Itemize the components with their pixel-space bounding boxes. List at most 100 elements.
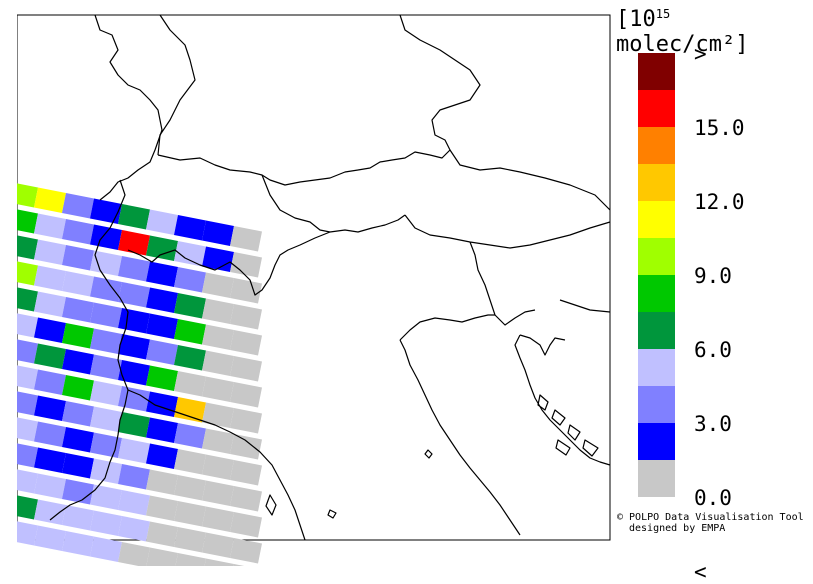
- swath-pixel: [146, 287, 178, 313]
- swath-pixel: [230, 434, 262, 460]
- swath-pixel: [174, 423, 206, 449]
- frame-margin: [0, 0, 17, 566]
- swath-pixel: [34, 239, 66, 265]
- swath-pixel: [174, 475, 206, 501]
- colorbar: [638, 53, 675, 497]
- swath-pixel: [146, 339, 178, 365]
- swath-pixel: [34, 525, 66, 551]
- swath-pixel: [146, 209, 178, 235]
- swath-pixel: [146, 313, 178, 339]
- swath-pixel: [230, 304, 262, 330]
- colorbar-swatch: [638, 423, 675, 460]
- swath-pixel: [175, 553, 206, 566]
- swath-pixel: [118, 542, 150, 566]
- swath-pixel: [90, 224, 122, 250]
- swath-pixel: [34, 213, 66, 239]
- swath-pixel: [202, 480, 234, 506]
- swath-pixel: [230, 330, 262, 356]
- swath-pixel: [146, 365, 178, 391]
- swath-pixel: [230, 382, 262, 408]
- swath-pixel: [90, 328, 122, 354]
- swath-pixel: [34, 317, 66, 343]
- swath-pixel: [118, 490, 150, 516]
- swath-pixel: [118, 438, 150, 464]
- swath-pixel: [202, 298, 234, 324]
- swath-pixel: [202, 220, 234, 246]
- swath-pixel: [90, 510, 122, 536]
- swath-pixel: [146, 443, 178, 469]
- swath-pixel: [62, 531, 94, 557]
- swath-pixel: [62, 297, 94, 323]
- swath-pixel: [34, 421, 66, 447]
- swath-pixel: [62, 219, 94, 245]
- swath-pixel: [204, 558, 234, 566]
- swath-pixel: [90, 458, 122, 484]
- swath-pixel: [202, 454, 234, 480]
- swath-pixel: [118, 360, 150, 386]
- swath-pixel: [202, 428, 234, 454]
- colorbar-tick-label: 6.0: [694, 338, 732, 362]
- swath-pixel: [62, 349, 94, 375]
- swath-pixel: [174, 397, 206, 423]
- swath-pixel: [62, 505, 94, 531]
- swath-pixel: [118, 230, 150, 256]
- swath-pixel: [118, 516, 150, 542]
- swath-pixel: [174, 501, 206, 527]
- swath-pixel: [62, 427, 94, 453]
- swath-pixel: [90, 380, 122, 406]
- swath-pixel: [230, 226, 262, 252]
- swath-pixel: [62, 479, 94, 505]
- colorbar-swatch: [638, 127, 675, 164]
- colorbar-tick-label: 12.0: [694, 190, 745, 214]
- swath-pixel: [62, 375, 94, 401]
- swath-pixel: [202, 402, 234, 428]
- swath-pixel: [146, 417, 178, 443]
- swath-pixel: [146, 261, 178, 287]
- swath-pixel: [174, 319, 206, 345]
- swath-pixel: [202, 376, 234, 402]
- swath-pixel: [174, 345, 206, 371]
- colorbar-swatch: [638, 53, 675, 90]
- swath-pixel: [230, 538, 262, 564]
- swath-pixel: [202, 506, 234, 532]
- colorbar-swatch: [638, 164, 675, 201]
- swath-pixel: [118, 256, 150, 282]
- swath-pixel: [230, 278, 262, 304]
- swath-pixel: [118, 204, 150, 230]
- swath-pixel: [118, 282, 150, 308]
- swath-pixel: [34, 473, 66, 499]
- swath-pixel: [146, 521, 178, 547]
- colorbar-unit-label: [1015 molec/cm²]: [616, 7, 749, 57]
- swath-pixel: [90, 536, 122, 562]
- swath-pixel: [34, 499, 66, 525]
- credit-line-1: © POLPO Data Visualisation Tool: [617, 512, 804, 523]
- swath-pixel: [230, 512, 262, 538]
- swath-pixel: [90, 484, 122, 510]
- swath-pixel: [90, 198, 122, 224]
- colorbar-swatch: [638, 349, 675, 386]
- swath-pixel: [202, 532, 234, 558]
- swath-pixel: [118, 334, 150, 360]
- swath-pixel: [34, 369, 66, 395]
- swath-pixel: [62, 245, 94, 271]
- colorbar-tick-label: 3.0: [694, 412, 732, 436]
- swath-pixel: [202, 350, 234, 376]
- swath-pixel: [118, 386, 150, 412]
- swath-pixel: [62, 453, 94, 479]
- swath-pixel: [202, 272, 234, 298]
- swath-pixel: [34, 343, 66, 369]
- swath-pixel: [230, 252, 262, 278]
- swath-pixel: [202, 324, 234, 350]
- swath-pixel: [34, 395, 66, 421]
- colorbar-swatch: [638, 312, 675, 349]
- colorbar-swatch: [638, 275, 675, 312]
- swath-pixel: [202, 246, 234, 272]
- swath-pixel: [62, 193, 94, 219]
- swath-pixel: [118, 464, 150, 490]
- swath-pixel: [90, 250, 122, 276]
- swath-pixel: [174, 371, 206, 397]
- swath-pixel: [90, 354, 122, 380]
- credit-line-2: designed by EMPA: [629, 523, 726, 534]
- colorbar-tick-label: 0.0: [694, 486, 732, 510]
- swath-pixel: [174, 241, 206, 267]
